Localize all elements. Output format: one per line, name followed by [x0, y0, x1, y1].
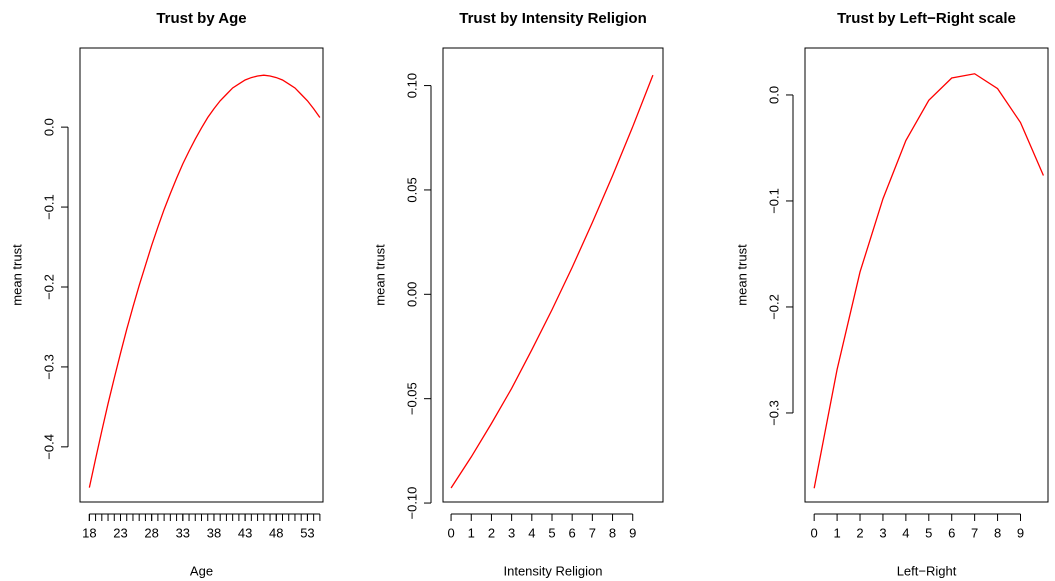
y-tick-label: −0.3	[766, 400, 781, 426]
data-line	[450, 74, 654, 489]
x-tick-label: 1	[468, 525, 475, 540]
plot-box	[804, 47, 1049, 503]
x-tick-label: 0	[811, 525, 818, 540]
y-tick-label: −0.2	[41, 274, 56, 300]
x-tick-label: 53	[300, 525, 314, 540]
x-axis-label: Left−Right	[897, 563, 957, 578]
y-tick-label: −0.10	[404, 487, 419, 520]
x-tick-label: 7	[971, 525, 978, 540]
x-tick-label: 0	[447, 525, 454, 540]
y-axis-label: mean trust	[9, 244, 24, 306]
x-tick-label: 5	[925, 525, 932, 540]
x-axis-label: Age	[190, 563, 213, 578]
y-tick-label: −0.1	[766, 188, 781, 214]
y-tick-label: 0.0	[41, 118, 56, 136]
y-tick-label: −0.05	[404, 382, 419, 415]
x-tick-label: 5	[548, 525, 555, 540]
y-tick-label: 0.05	[404, 177, 419, 202]
plot-box	[79, 47, 324, 503]
data-line	[813, 73, 1045, 489]
y-axis-label: mean trust	[734, 244, 749, 306]
x-tick-label: 3	[508, 525, 515, 540]
x-tick-label: 7	[589, 525, 596, 540]
x-tick-label: 38	[207, 525, 221, 540]
x-tick-label: 9	[1017, 525, 1024, 540]
x-tick-label: 33	[176, 525, 190, 540]
x-tick-label: 4	[902, 525, 909, 540]
chart-title: Trust by Left−Right scale	[837, 10, 1016, 27]
y-tick-label: 0.10	[404, 73, 419, 98]
chart-title: Trust by Age	[156, 10, 246, 27]
x-tick-label: 6	[569, 525, 576, 540]
x-tick-label: 2	[856, 525, 863, 540]
y-tick-label: −0.1	[41, 194, 56, 220]
x-tick-label: 3	[879, 525, 886, 540]
x-tick-label: 8	[994, 525, 1001, 540]
x-tick-label: 28	[144, 525, 158, 540]
x-tick-label: 18	[82, 525, 96, 540]
x-tick-label: 48	[269, 525, 283, 540]
x-tick-label: 1	[833, 525, 840, 540]
x-tick-label: 4	[528, 525, 535, 540]
x-tick-label: 2	[488, 525, 495, 540]
x-tick-label: 23	[113, 525, 127, 540]
y-axis-label: mean trust	[372, 244, 387, 306]
y-tick-label: −0.4	[41, 434, 56, 460]
y-tick-label: 0.0	[766, 86, 781, 104]
x-tick-label: 8	[609, 525, 616, 540]
x-tick-label: 43	[238, 525, 252, 540]
y-tick-label: −0.3	[41, 354, 56, 380]
plot-box	[442, 47, 664, 503]
data-line	[88, 74, 321, 488]
x-axis-label: Intensity Religion	[504, 563, 603, 578]
y-tick-label: 0.00	[404, 282, 419, 307]
x-tick-label: 6	[948, 525, 955, 540]
chart-title: Trust by Intensity Religion	[459, 10, 647, 27]
x-tick-label: 9	[629, 525, 636, 540]
y-tick-label: −0.2	[766, 294, 781, 320]
